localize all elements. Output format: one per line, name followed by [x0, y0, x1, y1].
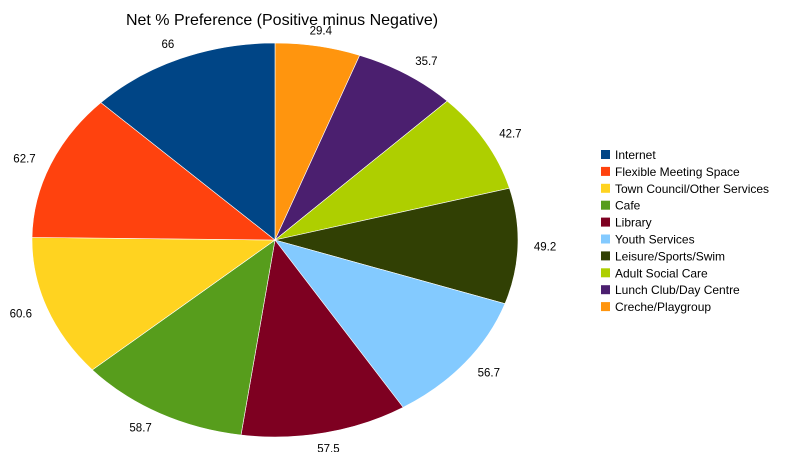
legend-swatch-adult-social-care	[601, 268, 610, 278]
data-label-lunch-club-day-centre: 35.7	[415, 56, 437, 68]
data-label-youth-services: 56.7	[478, 368, 500, 380]
legend-swatch-internet	[601, 150, 610, 159]
legend-swatch-library	[601, 217, 610, 227]
legend-swatch-youth-services	[601, 234, 610, 244]
pie-slice-adult-social-care	[274, 100, 510, 241]
data-label-town-council-other-services: 60.6	[10, 309, 32, 321]
pie-slice-library	[240, 239, 404, 438]
legend: Internet Flexible Meeting Space Town Counc…	[601, 148, 769, 314]
legend-label-library: Library	[615, 216, 652, 230]
data-label-library: 57.5	[317, 443, 339, 452]
data-label-creche-playgroup: 29.4	[310, 25, 333, 37]
legend-swatch-creche-playgroup	[601, 302, 610, 312]
data-labels: 29.4 35.7 42.7 49.2 56.7 57.5 58.7 60.6 62.7 66	[10, 25, 557, 452]
legend-label-adult-social-care: Adult Social Care	[615, 266, 708, 280]
legend-label-internet: Internet	[615, 148, 656, 162]
legend-label-flexible-meeting-space: Flexible Meeting Space	[615, 165, 740, 179]
pie-slice-flexible-meeting-space	[31, 102, 276, 241]
data-label-adult-social-care: 42.7	[499, 128, 521, 140]
legend-swatch-flexible-meeting-space	[601, 166, 610, 176]
pie-slices	[31, 42, 519, 438]
pie-slice-youth-services	[274, 239, 506, 408]
chart-title: Net % Preference (Positive minus Negativ…	[126, 12, 438, 29]
data-label-leisure-sports-swim: 49.2	[534, 242, 556, 254]
legend-label-youth-services: Youth Services	[615, 233, 695, 247]
legend-label-cafe: Cafe	[615, 199, 641, 213]
pie-slice-internet	[100, 42, 276, 241]
legend-label-leisure-sports-swim: Leisure/Sports/Swim	[615, 249, 725, 263]
data-label-cafe: 58.7	[129, 422, 151, 434]
legend-swatch-leisure-sports-swim	[601, 251, 610, 261]
legend-label-town-council-other-services: Town Council/Other Services	[615, 182, 769, 196]
pie-slice-town-council-other-services	[31, 237, 276, 371]
pie-slice-cafe	[91, 239, 276, 436]
legend-swatch-cafe	[601, 200, 610, 210]
legend-label-creche-playgroup: Creche/Playgroup	[615, 300, 711, 314]
legend-swatch-town-council-other-services	[601, 183, 610, 193]
legend-label-lunch-club-day-centre: Lunch Club/Day Centre	[615, 283, 740, 297]
pie-slice-lunch-club-day-centre	[274, 54, 448, 241]
legend-swatch-lunch-club-day-centre	[601, 285, 610, 295]
data-label-flexible-meeting-space: 62.7	[13, 154, 35, 166]
pie-slice-leisure-sports-swim	[274, 187, 519, 305]
data-label-internet: 66	[162, 39, 175, 51]
